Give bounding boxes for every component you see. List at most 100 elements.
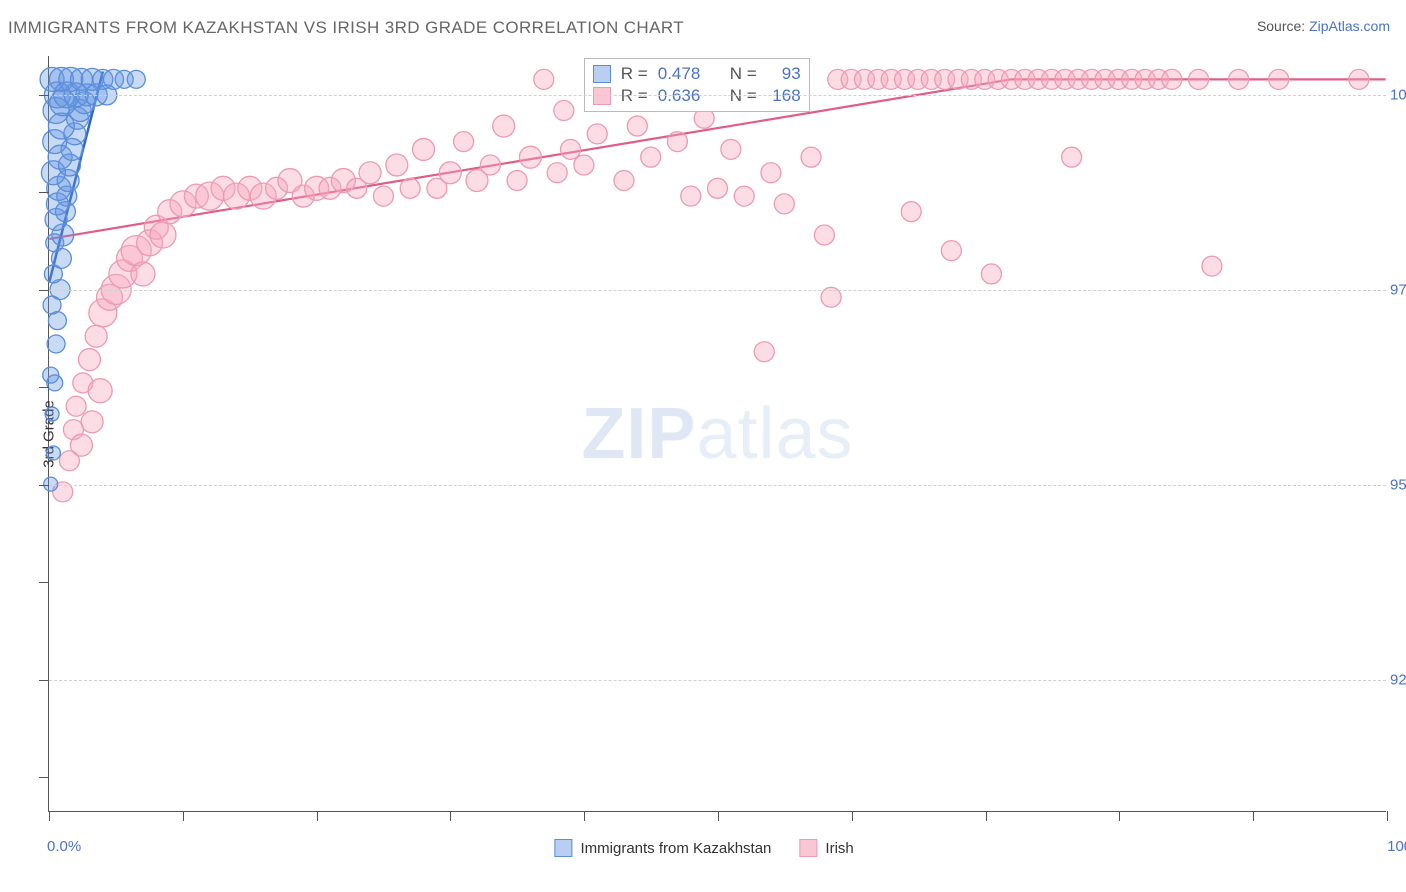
x-axis-min-label: 0.0% [47,838,81,855]
data-point [681,186,701,206]
legend-stats-row: R =0.636 N =168 [593,85,801,107]
data-point [641,147,661,167]
y-tick [39,777,49,778]
data-point [1349,69,1369,89]
data-point [1202,256,1222,276]
legend-swatch [593,87,611,105]
data-point [708,178,728,198]
data-point [801,147,821,167]
chart-title: IMMIGRANTS FROM KAZAKHSTAN VS IRISH 3RD … [8,18,684,38]
data-point [78,349,100,371]
y-tick-label: 97.5% [1390,281,1406,298]
data-point [400,178,420,198]
legend-swatch [799,839,817,857]
data-point [519,146,541,168]
data-point [1229,69,1249,89]
data-point [534,69,554,89]
data-point [901,202,921,222]
data-point [85,325,107,347]
data-point [814,225,834,245]
data-point [554,100,574,120]
data-point [941,241,961,261]
y-tick-label: 100.0% [1390,86,1406,103]
y-tick-label: 95.0% [1390,476,1406,493]
data-point [66,396,86,416]
data-point [627,116,647,136]
data-point [981,264,1001,284]
data-point [754,342,774,362]
x-tick [1253,811,1254,821]
data-point [373,186,393,206]
data-point [43,367,59,383]
data-point [493,115,515,137]
y-tick [39,192,49,193]
chart-container: IMMIGRANTS FROM KAZAKHSTAN VS IRISH 3RD … [0,0,1406,892]
x-axis-max-label: 100.0% [1387,838,1406,855]
x-tick [852,811,853,821]
y-tick [39,95,49,96]
x-tick [49,811,50,821]
data-point [614,171,634,191]
y-tick [39,582,49,583]
data-point [386,154,408,176]
x-tick [183,811,184,821]
x-tick [718,811,719,821]
legend-item: Immigrants from Kazakhstan [555,839,772,857]
data-point [761,163,781,183]
source-name: ZipAtlas.com [1309,18,1390,34]
data-point [127,70,145,88]
data-point [667,132,687,152]
data-point [1162,69,1182,89]
data-point [1189,69,1209,89]
y-tick-label: 92.5% [1390,671,1406,688]
x-tick [1119,811,1120,821]
legend-swatch [593,65,611,83]
data-point [1062,147,1082,167]
legend-label: Immigrants from Kazakhstan [581,840,772,857]
data-point [359,162,381,184]
data-point [547,163,567,183]
y-tick [39,680,49,681]
gridline-h [49,95,1386,96]
data-point [574,155,594,175]
data-point [721,139,741,159]
x-tick [584,811,585,821]
data-point [413,138,435,160]
data-point [439,162,461,184]
legend-swatch [555,839,573,857]
plot-area: 3rd Grade ZIPatlas R =0.478 N =93R =0.63… [48,56,1386,812]
data-point [88,379,112,403]
data-point [45,407,59,421]
x-tick [450,811,451,821]
x-tick [1387,811,1388,821]
data-point [480,155,500,175]
source-attribution: Source: ZipAtlas.com [1257,18,1390,34]
x-tick [317,811,318,821]
gridline-h [49,680,1386,681]
data-point [81,411,103,433]
x-tick [986,811,987,821]
data-point [131,262,155,286]
legend-label: Irish [825,840,853,857]
y-tick [39,485,49,486]
y-tick [39,387,49,388]
data-point [561,139,581,159]
y-tick [39,290,49,291]
data-point [70,434,92,456]
data-point [734,186,754,206]
data-point [507,171,527,191]
gridline-h [49,485,1386,486]
legend-stats-row: R =0.478 N =93 [593,63,801,85]
data-point [774,194,794,214]
data-point [1269,69,1289,89]
gridline-h [49,290,1386,291]
legend-item: Irish [799,839,853,857]
data-point [454,132,474,152]
scatter-svg [49,56,1386,811]
data-point [46,446,60,460]
legend-series: Immigrants from Kazakhstan Irish [555,839,854,857]
data-point [587,124,607,144]
legend-stats-box: R =0.478 N =93R =0.636 N =168 [584,58,810,112]
data-point [150,222,176,248]
data-point [47,335,65,353]
